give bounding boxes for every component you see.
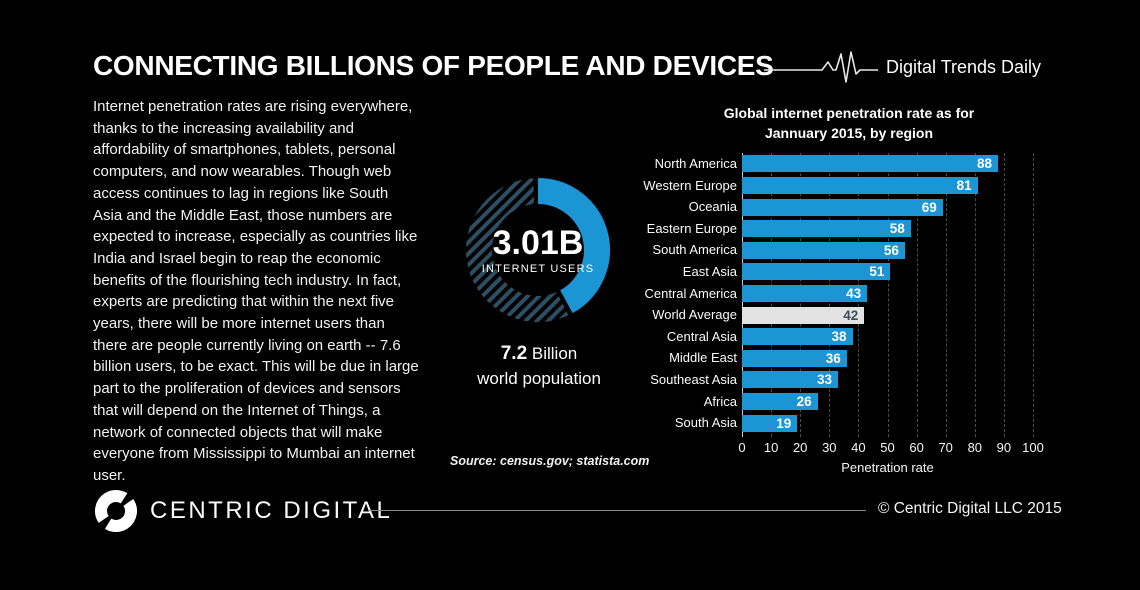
- bar-oceania: 69: [742, 198, 943, 216]
- bar-row: 42: [742, 304, 1033, 326]
- centric-digital-logo-icon: [95, 490, 137, 532]
- bar-category-label: Oceania: [688, 199, 737, 215]
- x-axis-title: Penetration rate: [841, 460, 934, 475]
- bar-south-asia: 19: [742, 414, 798, 432]
- x-axis-ticks: 0 10 20 30 40 50 60 70 80 90 100: [738, 440, 1043, 455]
- bar-east-asia: 51: [742, 263, 891, 281]
- x-tick-label: 80: [967, 440, 983, 455]
- bar-value: 58: [889, 221, 905, 237]
- x-tick-label: 40: [851, 440, 866, 455]
- donut-gap-line: [555, 288, 573, 317]
- gridline: [945, 153, 947, 437]
- footer-divider: [368, 510, 866, 511]
- bar-value: 69: [921, 199, 937, 215]
- x-tick-label: 70: [938, 440, 953, 455]
- bar-value: 81: [956, 177, 972, 193]
- bar-row: 51: [742, 261, 1033, 283]
- heartbeat-pulse-icon: [764, 51, 878, 83]
- bar-row: 88: [742, 153, 1033, 175]
- bar-value: 51: [869, 264, 885, 280]
- bar-row: 56: [742, 239, 1033, 261]
- bar-category-label: Africa: [703, 393, 737, 409]
- bar-chart-category-labels: North America Western Europe Oceania Easter…: [607, 153, 737, 434]
- bar-north-america: 88: [742, 155, 999, 173]
- bar-category-label: Middle East: [669, 350, 737, 366]
- bar-row: 58: [742, 218, 1033, 240]
- bar-central-asia: 38: [742, 328, 853, 346]
- bar-value: 36: [825, 350, 841, 366]
- x-tick-label: 20: [792, 440, 808, 455]
- bar-category-label: Central America: [644, 285, 737, 301]
- bar-category-label: Eastern Europe: [646, 220, 737, 236]
- bar-value: 19: [776, 415, 792, 431]
- bar-eastern-europe: 58: [742, 220, 911, 238]
- bar-western-europe: 81: [742, 176, 978, 194]
- donut-gap-line: [533, 176, 539, 207]
- bar-value: 33: [816, 372, 833, 388]
- bar-row: 81: [742, 175, 1033, 197]
- bar-category-label: South Asia: [674, 415, 737, 431]
- gridline: [974, 153, 976, 437]
- bar-world-average: 42: [742, 306, 865, 324]
- bar-category-label: South America: [652, 242, 737, 258]
- bar-category-label: Southeast Asia: [650, 372, 737, 388]
- x-tick-label: 90: [996, 440, 1012, 455]
- source-note: Source: census.gov; statista.com: [450, 454, 650, 468]
- copyright-text: © Centric Digital LLC 2015: [878, 500, 1062, 517]
- gridline: [916, 153, 918, 437]
- bar-row: 43: [742, 283, 1033, 305]
- gridline: [887, 153, 889, 437]
- x-tick-label: 30: [822, 440, 837, 455]
- bar-value: 43: [846, 285, 862, 301]
- bar-category-label: Central Asia: [666, 328, 737, 344]
- gridline: [1033, 153, 1034, 437]
- bar-category-label: World Average: [652, 307, 737, 323]
- donut-filled-arc: [537, 178, 610, 314]
- world-population-caption: 7.2 Billion world population: [443, 341, 635, 391]
- bar-africa: 26: [742, 393, 818, 410]
- x-tick-label: 60: [909, 440, 924, 455]
- population-unit: Billion: [527, 344, 578, 363]
- bar-southeast-asia: 33: [742, 371, 839, 389]
- bar-chart-title: Global internet penetration rate as for …: [723, 105, 975, 141]
- bar-south-america: 56: [742, 241, 905, 259]
- population-sub: world population: [477, 369, 601, 388]
- bar-middle-east: 36: [742, 349, 847, 367]
- bar-row: 26: [742, 391, 1033, 413]
- brand-name: Digital Trends Daily: [886, 57, 1042, 77]
- x-tick-label: 0: [738, 440, 746, 455]
- bar-category-label: East Asia: [682, 264, 737, 280]
- page-title: CONNECTING BILLIONS OF PEOPLE AND DEVICE…: [93, 50, 774, 81]
- bar-category-label: North America: [654, 156, 737, 171]
- gridline: [1003, 153, 1005, 437]
- x-tick-label: 50: [880, 440, 895, 455]
- bar-value: 38: [831, 329, 847, 345]
- bar-central-america: 43: [742, 284, 868, 302]
- bar-value: 56: [883, 242, 899, 258]
- bar-value: 26: [796, 394, 812, 409]
- population-value: 7.2: [500, 343, 528, 364]
- bar-chart-plot-area: 88 81 69 58 56 51 43 42 38 36 33 26 19: [742, 153, 1034, 437]
- bar-row: 69: [742, 196, 1033, 218]
- bar-row: 33: [742, 369, 1033, 391]
- bar-value: 88: [977, 156, 993, 172]
- bar-row: 36: [742, 347, 1033, 369]
- x-tick-label: 10: [763, 440, 779, 455]
- footer-brand-name: CENTRIC DIGITAL: [150, 497, 393, 524]
- bar-value: 42: [843, 307, 859, 323]
- bar-category-label: Western Europe: [643, 177, 737, 193]
- x-tick-label: 100: [1022, 440, 1044, 455]
- bar-row: 19: [742, 412, 1033, 434]
- intro-paragraph: Internet penetration rates are rising ev…: [93, 98, 419, 484]
- donut-chart: [466, 176, 610, 322]
- bar-row: 38: [742, 326, 1033, 348]
